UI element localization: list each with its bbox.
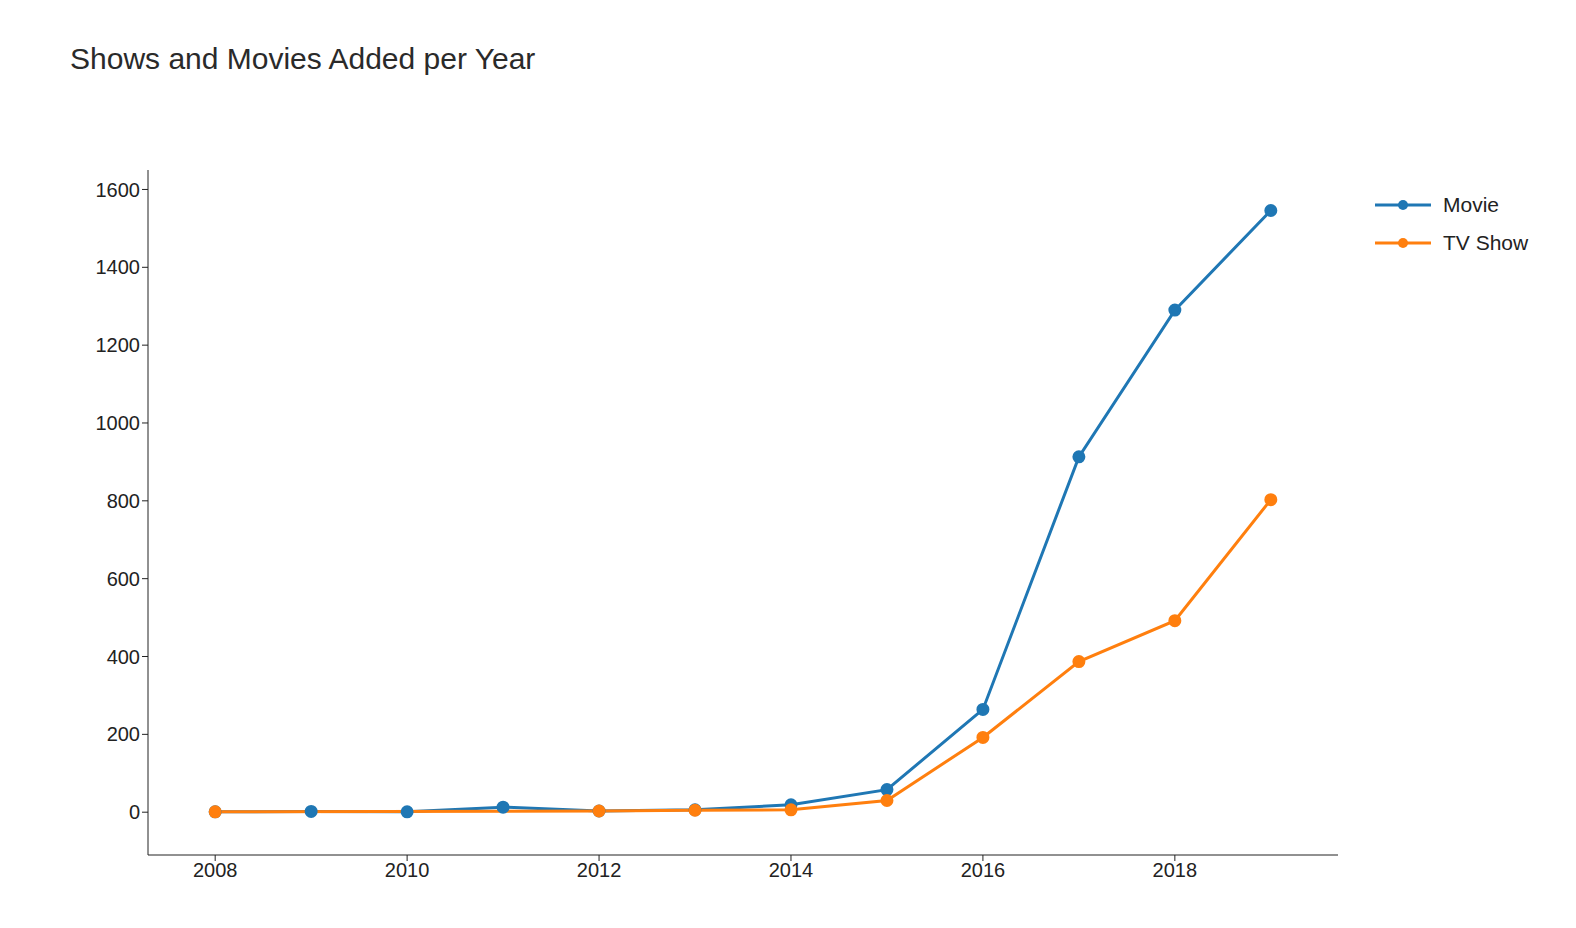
svg-text:2010: 2010 xyxy=(385,859,430,881)
svg-text:1000: 1000 xyxy=(96,412,141,434)
svg-text:800: 800 xyxy=(107,490,140,512)
html-text:Movie: Movie xyxy=(1443,193,1499,216)
svg-text:600: 600 xyxy=(107,568,140,590)
svg-text:0: 0 xyxy=(129,801,140,823)
svg-text:2016: 2016 xyxy=(961,859,1006,881)
html-text:TV Show: TV Show xyxy=(1443,231,1529,254)
svg-text:400: 400 xyxy=(107,646,140,668)
svg-text:2014: 2014 xyxy=(769,859,814,881)
svg-text:200: 200 xyxy=(107,723,140,745)
svg-text:1200: 1200 xyxy=(96,334,141,356)
svg-text:2012: 2012 xyxy=(577,859,622,881)
svg-text:2018: 2018 xyxy=(1153,859,1198,881)
svg-text:1400: 1400 xyxy=(96,256,141,278)
svg-text:2008: 2008 xyxy=(193,859,238,881)
svg-text:1600: 1600 xyxy=(96,179,141,201)
html-text:Shows and Movies Added per Yea: Shows and Movies Added per Year xyxy=(70,42,536,75)
